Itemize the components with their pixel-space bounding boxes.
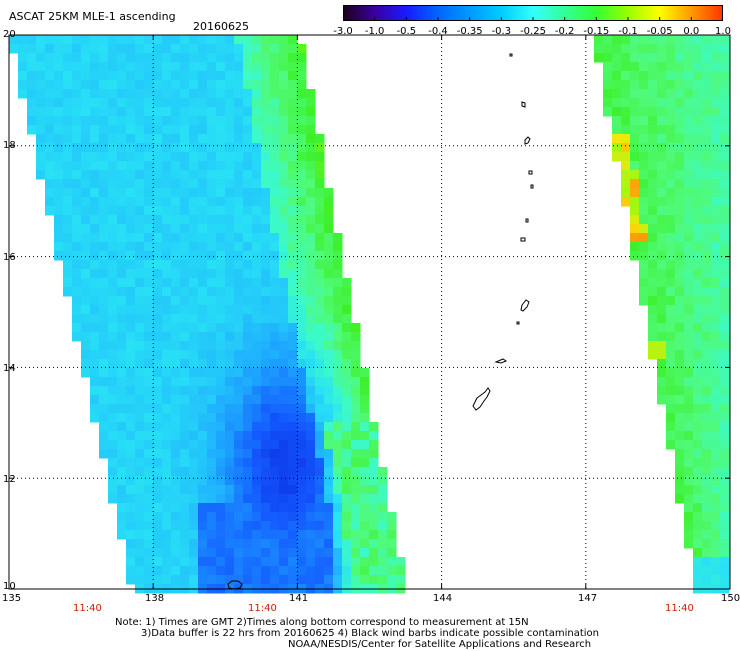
color-scale-label: -0.1 [618,26,638,37]
color-scale-label: -3.0 [333,26,353,37]
island-0 [509,53,513,57]
x-tick-135: 135 [2,593,22,604]
x-tick-150: 150 [721,593,740,604]
color-scale-label: -0.4 [428,26,448,37]
island-outlines [227,53,534,590]
y-tick-16: 16 [3,252,16,263]
island-6 [520,237,526,242]
color-scale-label: -0.05 [646,26,673,37]
island-8 [516,321,520,325]
x-tick-144: 144 [433,593,453,604]
color-scale-bar [343,5,723,21]
color-scale-label: -1.0 [364,26,385,37]
y-tick-18: 18 [3,140,16,151]
island-10 [472,387,491,411]
island-2 [524,136,531,145]
y-tick-12: 12 [3,474,16,485]
graticule [9,35,730,589]
island-4 [530,184,534,189]
note-line-2: 3)Data buffer is 22 hrs from 20160625 4)… [141,628,599,639]
color-scale-label: -0.5 [396,26,417,37]
map-frame [8,34,731,590]
color-scale-label: -0.2 [554,26,575,37]
note-line-3: NOAA/NESDIS/Center for Satellite Applica… [288,639,592,650]
x-tick-141: 141 [289,593,309,604]
island-9 [494,358,508,364]
y-tick-14: 14 [3,363,16,374]
island-11 [227,580,243,590]
map-title: ASCAT 25KM MLE-1 ascending [9,10,176,23]
time-label-2: 11:40 [248,603,277,614]
x-tick-147: 147 [578,593,598,604]
color-scale-label: -0.3 [491,26,512,37]
wind-field-swaths [9,35,730,594]
island-1 [521,101,526,108]
x-tick-138: 138 [145,593,165,604]
island-5 [525,218,529,223]
time-label-1: 11:40 [73,603,102,614]
y-tick-10: 10 [3,581,16,592]
color-scale-label: -0.35 [456,26,483,37]
color-scale-label: -0.15 [583,26,610,37]
time-label-3: 11:40 [665,603,694,614]
note-line-1: Note: 1) Times are GMT 2)Times along bot… [115,617,529,628]
color-scale-label: 1.0 [715,26,731,37]
color-scale-label: 0.0 [683,26,700,37]
color-scale-label: -0.25 [520,26,546,37]
island-7 [520,299,530,312]
y-tick-20: 20 [3,29,16,40]
map-date: 20160625 [193,20,249,33]
island-3 [528,170,533,175]
